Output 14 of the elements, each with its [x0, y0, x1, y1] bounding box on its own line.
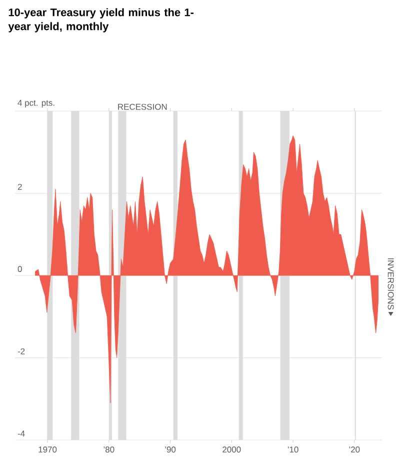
- y-tick-label: -4: [18, 430, 25, 436]
- x-tick-label: ’80: [104, 446, 114, 453]
- x-tick-label: 1970: [38, 446, 57, 453]
- x-tick-label: ’90: [165, 446, 176, 453]
- x-tick-label: 2000: [222, 446, 241, 453]
- y-tick-label: -2: [18, 348, 25, 354]
- x-tick-label: ’20: [349, 446, 360, 453]
- text: RECESSION: [118, 104, 167, 110]
- y-tick-label: 0: [18, 266, 22, 272]
- chart-title: 10-year Treasury yield minus the 1-year yield, monthly: [8, 8, 194, 32]
- y-tick-label: 4 pct. pts.: [18, 100, 54, 108]
- text: INVERSIONS: [388, 258, 394, 310]
- y-tick-label: 2: [18, 184, 22, 190]
- x-tick-label: ’10: [288, 446, 298, 453]
